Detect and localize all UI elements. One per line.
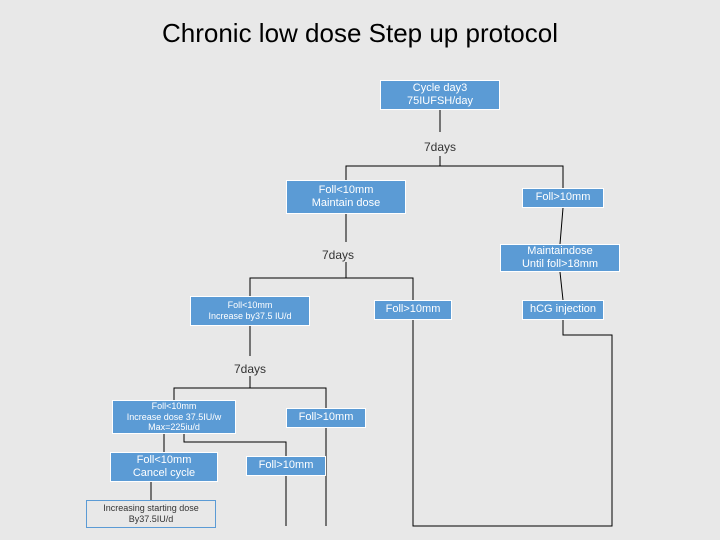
node-n6: Foll>10mm bbox=[374, 300, 452, 320]
page-title: Chronic low dose Step up protocol bbox=[0, 18, 720, 49]
node-n2: Foll<10mmMaintain dose bbox=[286, 180, 406, 214]
node-n4: MaintaindoseUntil foll>18mm bbox=[500, 244, 620, 272]
node-n12: Increasing starting doseBy37.5IU/d bbox=[86, 500, 216, 528]
node-n3: Foll>10mm bbox=[522, 188, 604, 208]
node-n1: Cycle day375IUFSH/day bbox=[380, 80, 500, 110]
node-n9: Foll>10mm bbox=[286, 408, 366, 428]
node-n7: hCG injection bbox=[522, 300, 604, 320]
node-n5: Foll<10mmIncrease by37.5 IU/d bbox=[190, 296, 310, 326]
node-n10: Foll<10mmCancel cycle bbox=[110, 452, 218, 482]
label-l3: 7days bbox=[234, 362, 266, 376]
label-l1: 7days bbox=[424, 140, 456, 154]
label-l2: 7days bbox=[322, 248, 354, 262]
node-n8: Foll<10mmIncrease dose 37.5IU/wMax=225iu… bbox=[112, 400, 236, 434]
node-n11: Foll>10mm bbox=[246, 456, 326, 476]
